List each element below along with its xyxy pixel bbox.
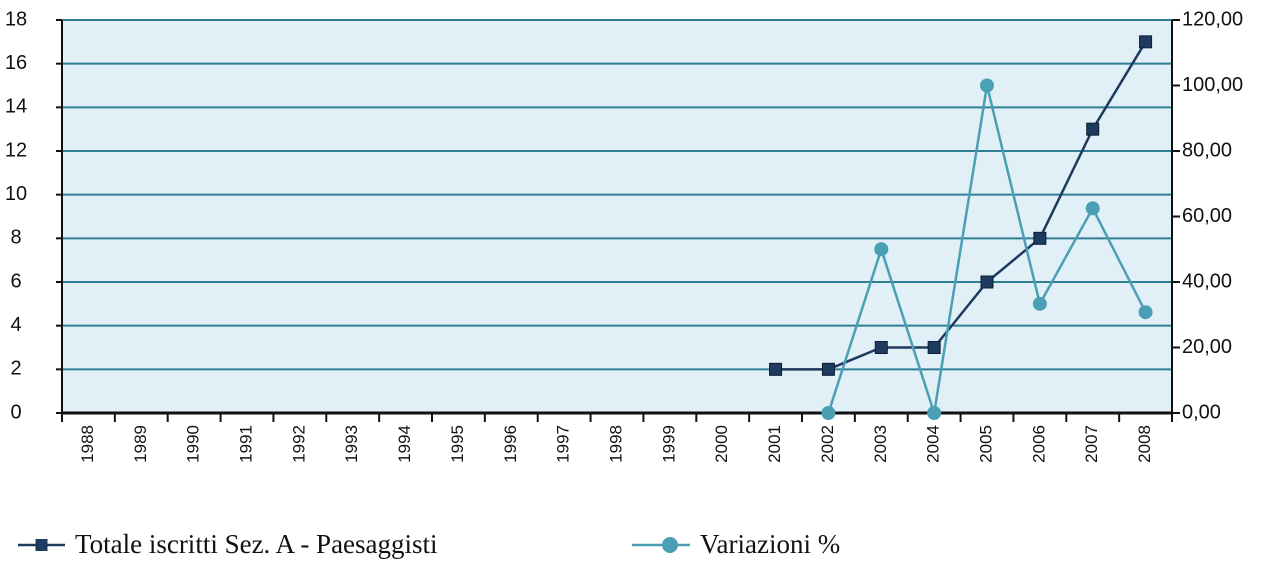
- y2-tick-label: 60,00: [1182, 205, 1232, 227]
- y2-tick-label: 100,00: [1182, 74, 1243, 96]
- marker: [874, 341, 888, 354]
- y-tick-label: 2: [10, 358, 21, 380]
- y2-tick-label: 0,00: [1182, 401, 1221, 423]
- x-tick-label: 2008: [1135, 425, 1154, 463]
- marker: [769, 362, 783, 376]
- x-tick-label: 2006: [1029, 425, 1048, 463]
- x-tick-label: 2004: [924, 425, 943, 463]
- marker: [1139, 35, 1153, 49]
- marker: [1085, 201, 1100, 216]
- y-tick-label: 8: [10, 227, 21, 249]
- marker: [1033, 231, 1047, 245]
- x-tick-label: 1997: [554, 425, 573, 463]
- y-tick-label: 14: [5, 96, 27, 118]
- marker: [1138, 305, 1153, 320]
- marker: [927, 406, 942, 420]
- marker: [980, 78, 994, 93]
- x-tick-label: 2007: [1082, 425, 1101, 463]
- y-tick-label: 18: [5, 8, 27, 30]
- x-tick-label: 1998: [606, 425, 625, 463]
- x-tick-label: 2005: [976, 425, 995, 463]
- x-tick-label: 1999: [659, 425, 678, 463]
- y-tick-label: 6: [10, 270, 21, 292]
- marker: [980, 275, 994, 289]
- x-tick-label: 2001: [765, 425, 784, 463]
- x-tick-label: 1991: [236, 425, 255, 463]
- legend-label: Totale iscritti Sez. A - Paesaggisti: [75, 529, 438, 559]
- legend-label: Variazioni %: [700, 529, 840, 559]
- x-tick-label: 2002: [818, 425, 837, 463]
- marker: [874, 242, 889, 257]
- y2-tick-label: 20,00: [1182, 336, 1232, 358]
- x-tick-label: 2003: [871, 425, 890, 463]
- legend-marker: [662, 537, 678, 553]
- x-tick-label: 1995: [448, 425, 467, 463]
- x-tick-label: 1993: [342, 425, 361, 463]
- y-tick-label: 10: [5, 183, 27, 205]
- x-tick-label: 1989: [131, 425, 150, 463]
- x-tick-label: 1988: [78, 425, 97, 463]
- marker: [1032, 296, 1047, 311]
- marker: [927, 341, 941, 354]
- y-tick-label: 0: [10, 401, 21, 423]
- y2-tick-label: 80,00: [1182, 139, 1232, 161]
- x-tick-label: 1994: [395, 425, 414, 463]
- y2-tick-label: 40,00: [1182, 270, 1232, 292]
- marker: [821, 362, 835, 376]
- x-tick-label: 1990: [184, 425, 203, 463]
- marker: [821, 406, 836, 420]
- y-tick-label: 16: [5, 52, 27, 74]
- plot-area: [62, 20, 1172, 413]
- series-line: [775, 41, 1147, 371]
- y-tick-label: 4: [10, 314, 21, 336]
- x-tick-label: 2000: [712, 425, 731, 463]
- y2-tick-label: 120,00: [1182, 8, 1243, 30]
- marker: [1086, 122, 1100, 136]
- x-tick-label: 1992: [289, 425, 308, 463]
- legend-marker: [35, 539, 48, 551]
- y-tick-label: 12: [5, 139, 27, 161]
- x-tick-label: 1996: [501, 425, 520, 463]
